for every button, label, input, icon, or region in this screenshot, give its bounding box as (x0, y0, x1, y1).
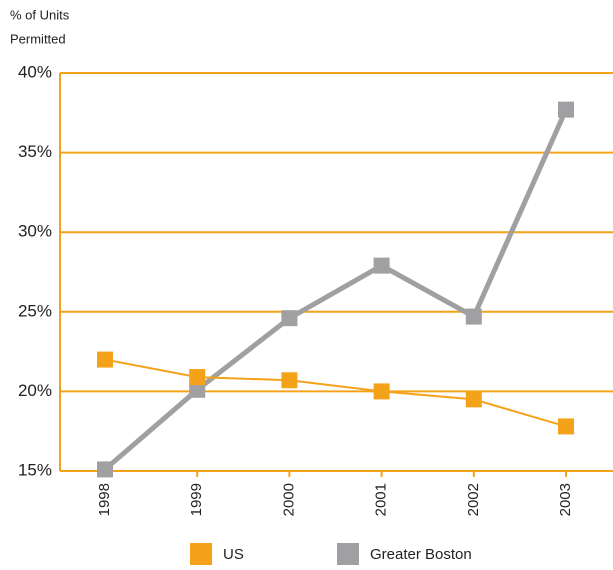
point-marker (281, 372, 298, 389)
y-tick-label: 20% (18, 381, 52, 400)
x-tick-label: 1998 (96, 483, 113, 516)
point-marker (189, 381, 206, 398)
y-tick-label: 15% (18, 460, 52, 479)
y-tick-label: 30% (18, 222, 52, 241)
x-tick-label: 1999 (188, 483, 205, 516)
y-axis-label: Permitted (10, 31, 66, 46)
y-axis-label: % of Units (10, 7, 70, 22)
point-marker (97, 351, 113, 368)
x-tick-label: 2001 (373, 483, 390, 516)
y-tick-label: 25% (18, 301, 52, 320)
legend-label: US (223, 546, 244, 563)
x-tick-label: 2000 (280, 483, 297, 516)
point-marker (97, 461, 113, 478)
y-tick-label: 40% (18, 62, 52, 81)
point-marker (465, 391, 482, 408)
legend-swatch (337, 543, 359, 565)
point-marker (558, 101, 574, 118)
x-tick-label: 2002 (465, 483, 482, 516)
x-tick-label: 2003 (557, 483, 574, 516)
point-marker (558, 418, 574, 435)
series-line (103, 108, 569, 472)
series-line (104, 358, 567, 428)
legend-label: Greater Boston (370, 546, 472, 563)
point-marker (281, 310, 298, 327)
point-marker (373, 383, 390, 400)
point-marker (465, 308, 482, 325)
point-marker (373, 257, 390, 274)
y-tick-label: 35% (18, 142, 52, 161)
point-marker (189, 369, 206, 386)
legend-swatch (190, 543, 212, 565)
